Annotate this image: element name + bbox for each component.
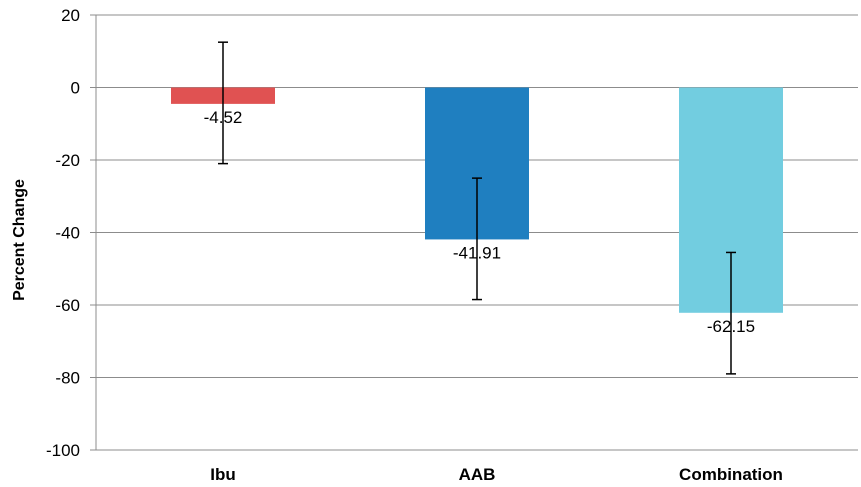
y-axis-ticks: 20 0 -20 -40 -60 -80 -100 — [46, 6, 96, 460]
data-label: -4.52 — [204, 108, 243, 127]
y-tick-label: -100 — [46, 441, 80, 460]
data-labels: -4.52 -41.91 -62.15 — [204, 108, 755, 336]
x-category-label: Ibu — [210, 465, 236, 484]
x-category-label: Combination — [679, 465, 783, 484]
x-axis-categories: Ibu AAB Combination — [210, 465, 783, 484]
y-tick-label: -80 — [55, 369, 80, 388]
error-bar-aab — [472, 177, 482, 301]
y-tick-label: 0 — [71, 79, 80, 98]
error-bar-combination — [726, 251, 736, 375]
x-category-label: AAB — [459, 465, 496, 484]
error-bars — [218, 41, 736, 375]
error-bar-ibu — [218, 41, 228, 165]
data-label: -62.15 — [707, 317, 755, 336]
y-tick-label: 20 — [61, 6, 80, 25]
data-label: -41.91 — [453, 243, 501, 262]
y-tick-label: -20 — [55, 151, 80, 170]
y-tick-label: -40 — [55, 224, 80, 243]
y-tick-label: -60 — [55, 296, 80, 315]
y-axis-label: Percent Change — [11, 179, 28, 301]
